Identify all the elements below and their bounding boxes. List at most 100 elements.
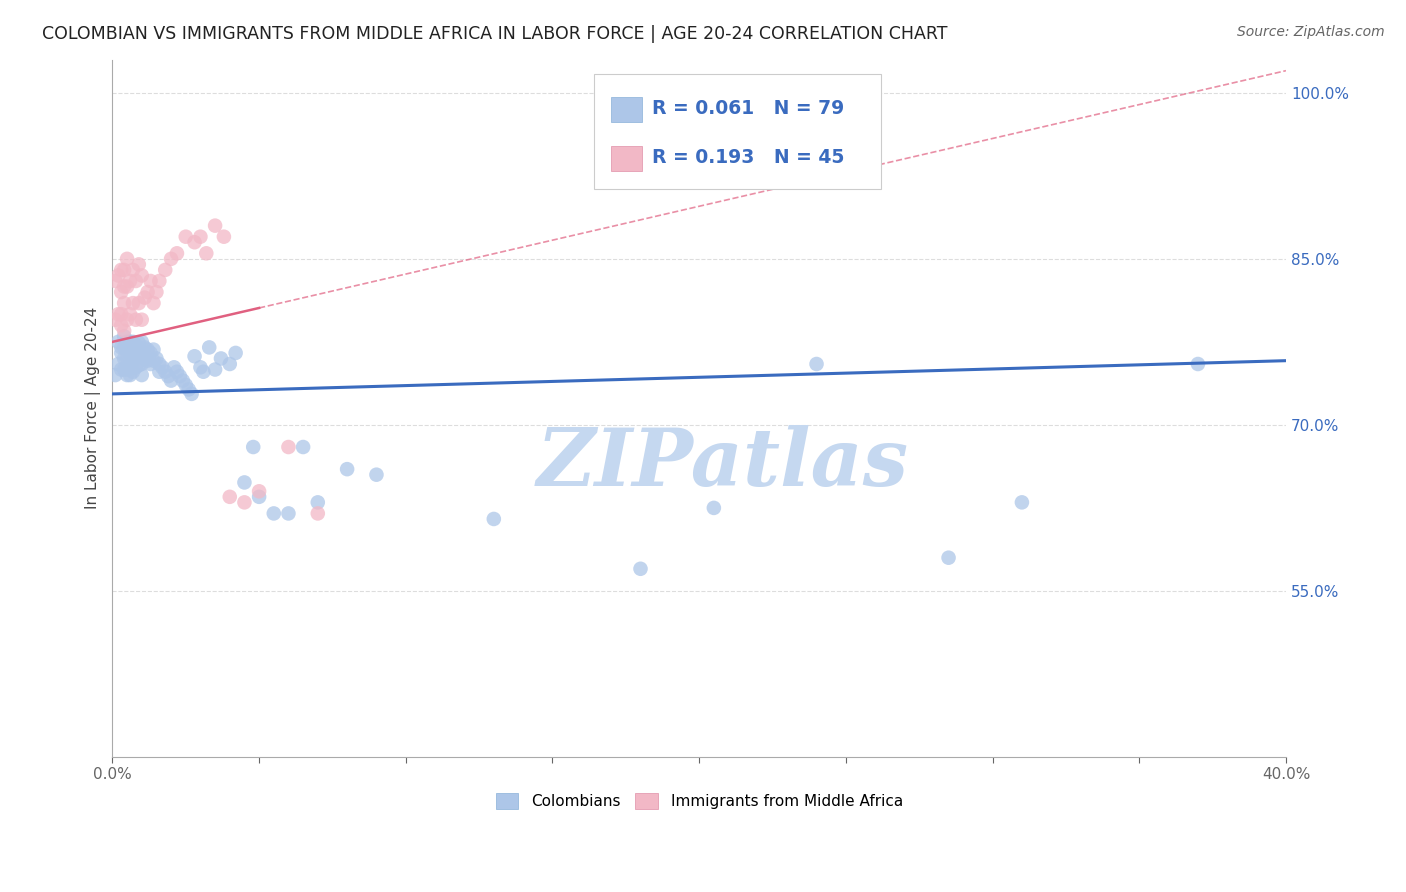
Point	[122, 353, 145, 368]
Point	[204, 362, 226, 376]
Point	[115, 312, 138, 326]
Point	[104, 274, 127, 288]
Point	[118, 368, 141, 382]
Point	[307, 495, 329, 509]
Point	[110, 340, 132, 354]
Point	[233, 495, 256, 509]
Point	[139, 274, 162, 288]
Point	[110, 263, 132, 277]
Point	[128, 358, 150, 372]
Point	[136, 353, 159, 368]
Point	[157, 369, 180, 384]
Point	[1187, 357, 1209, 371]
FancyBboxPatch shape	[612, 146, 641, 171]
Point	[131, 334, 153, 349]
Point	[107, 357, 129, 371]
Point	[482, 512, 505, 526]
Point	[122, 334, 145, 349]
Point	[104, 312, 127, 326]
Point	[128, 257, 150, 271]
Point	[938, 550, 960, 565]
Point	[122, 263, 145, 277]
Point	[104, 368, 127, 382]
Point	[134, 291, 156, 305]
Point	[110, 318, 132, 333]
Point	[806, 357, 828, 371]
Point	[118, 357, 141, 371]
Point	[190, 360, 212, 375]
Point	[112, 340, 135, 354]
Point	[183, 235, 205, 250]
Point	[107, 268, 129, 283]
Point	[115, 334, 138, 349]
Point	[225, 346, 247, 360]
Point	[131, 312, 153, 326]
Point	[122, 296, 145, 310]
Text: Source: ZipAtlas.com: Source: ZipAtlas.com	[1237, 25, 1385, 39]
Point	[180, 387, 202, 401]
Text: ZIPatlas: ZIPatlas	[537, 425, 908, 503]
Point	[112, 362, 135, 376]
Point	[131, 368, 153, 382]
Point	[107, 334, 129, 349]
Point	[218, 490, 240, 504]
Point	[125, 274, 148, 288]
Point	[115, 362, 138, 376]
Text: R = 0.061   N = 79: R = 0.061 N = 79	[652, 99, 845, 118]
Point	[145, 285, 167, 299]
Point	[145, 351, 167, 366]
Y-axis label: In Labor Force | Age 20-24: In Labor Force | Age 20-24	[86, 307, 101, 509]
Point	[115, 279, 138, 293]
Point	[136, 285, 159, 299]
Point	[115, 340, 138, 354]
Point	[122, 343, 145, 357]
Point	[112, 324, 135, 338]
Point	[112, 329, 135, 343]
Point	[125, 349, 148, 363]
Point	[110, 285, 132, 299]
Point	[115, 368, 138, 382]
Point	[142, 353, 165, 368]
Point	[131, 357, 153, 371]
Point	[193, 365, 215, 379]
FancyBboxPatch shape	[612, 97, 641, 122]
Point	[118, 346, 141, 360]
Point	[366, 467, 388, 482]
Point	[148, 274, 170, 288]
Point	[166, 365, 188, 379]
Point	[198, 340, 221, 354]
Point	[115, 351, 138, 366]
Point	[136, 343, 159, 357]
Point	[112, 263, 135, 277]
Point	[263, 507, 285, 521]
Point	[118, 307, 141, 321]
Point	[277, 507, 299, 521]
Point	[110, 307, 132, 321]
Point	[128, 296, 150, 310]
Point	[195, 246, 218, 260]
Point	[118, 274, 141, 288]
Text: COLOMBIAN VS IMMIGRANTS FROM MIDDLE AFRICA IN LABOR FORCE | AGE 20-24 CORRELATIO: COLOMBIAN VS IMMIGRANTS FROM MIDDLE AFRI…	[42, 25, 948, 43]
Point	[703, 500, 725, 515]
Point	[131, 346, 153, 360]
Point	[307, 507, 329, 521]
Point	[242, 440, 264, 454]
Point	[155, 365, 177, 379]
Point	[112, 351, 135, 366]
Point	[122, 365, 145, 379]
Point	[212, 229, 235, 244]
Point	[142, 296, 165, 310]
Point	[142, 343, 165, 357]
Point	[112, 279, 135, 293]
Point	[148, 357, 170, 371]
Point	[110, 362, 132, 376]
Point	[163, 360, 186, 375]
Point	[107, 307, 129, 321]
Point	[169, 369, 191, 384]
Point	[336, 462, 359, 476]
Point	[174, 229, 197, 244]
Point	[115, 252, 138, 266]
Point	[139, 346, 162, 360]
Point	[128, 347, 150, 361]
Point	[134, 340, 156, 354]
